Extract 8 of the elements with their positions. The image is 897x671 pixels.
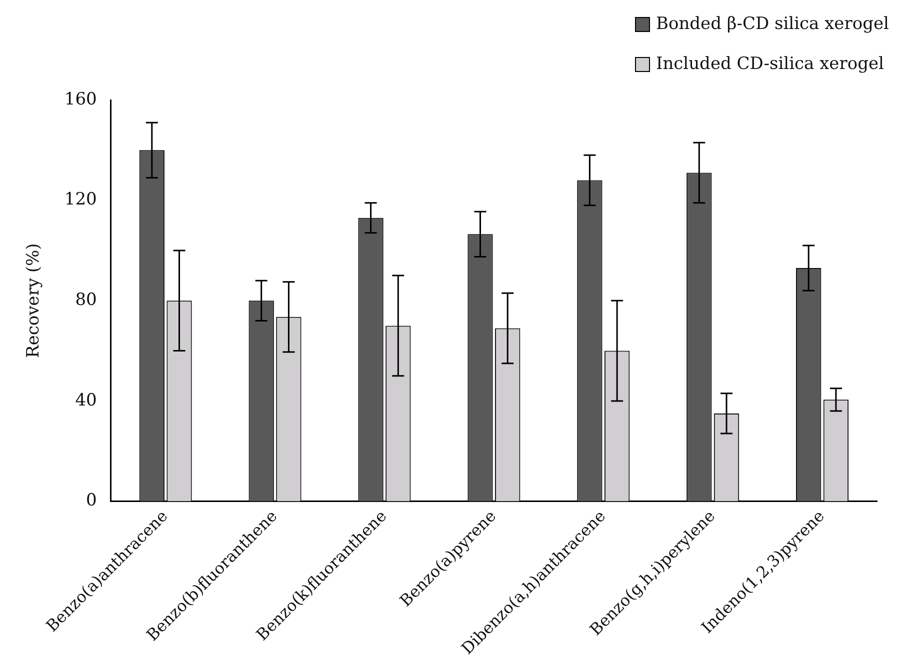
legend-label: Included CD-silica xerogel — [656, 54, 884, 74]
y-tick-label: 0 — [86, 490, 97, 511]
y-axis-title: Recovery (%) — [24, 243, 44, 358]
y-tick-label: 80 — [75, 290, 97, 310]
y-tick-label: 40 — [75, 390, 97, 410]
y-tick-label: 160 — [64, 89, 97, 110]
legend-label: Bonded β-CD silica xerogel — [656, 14, 889, 34]
y-tick-label: 120 — [64, 190, 97, 210]
